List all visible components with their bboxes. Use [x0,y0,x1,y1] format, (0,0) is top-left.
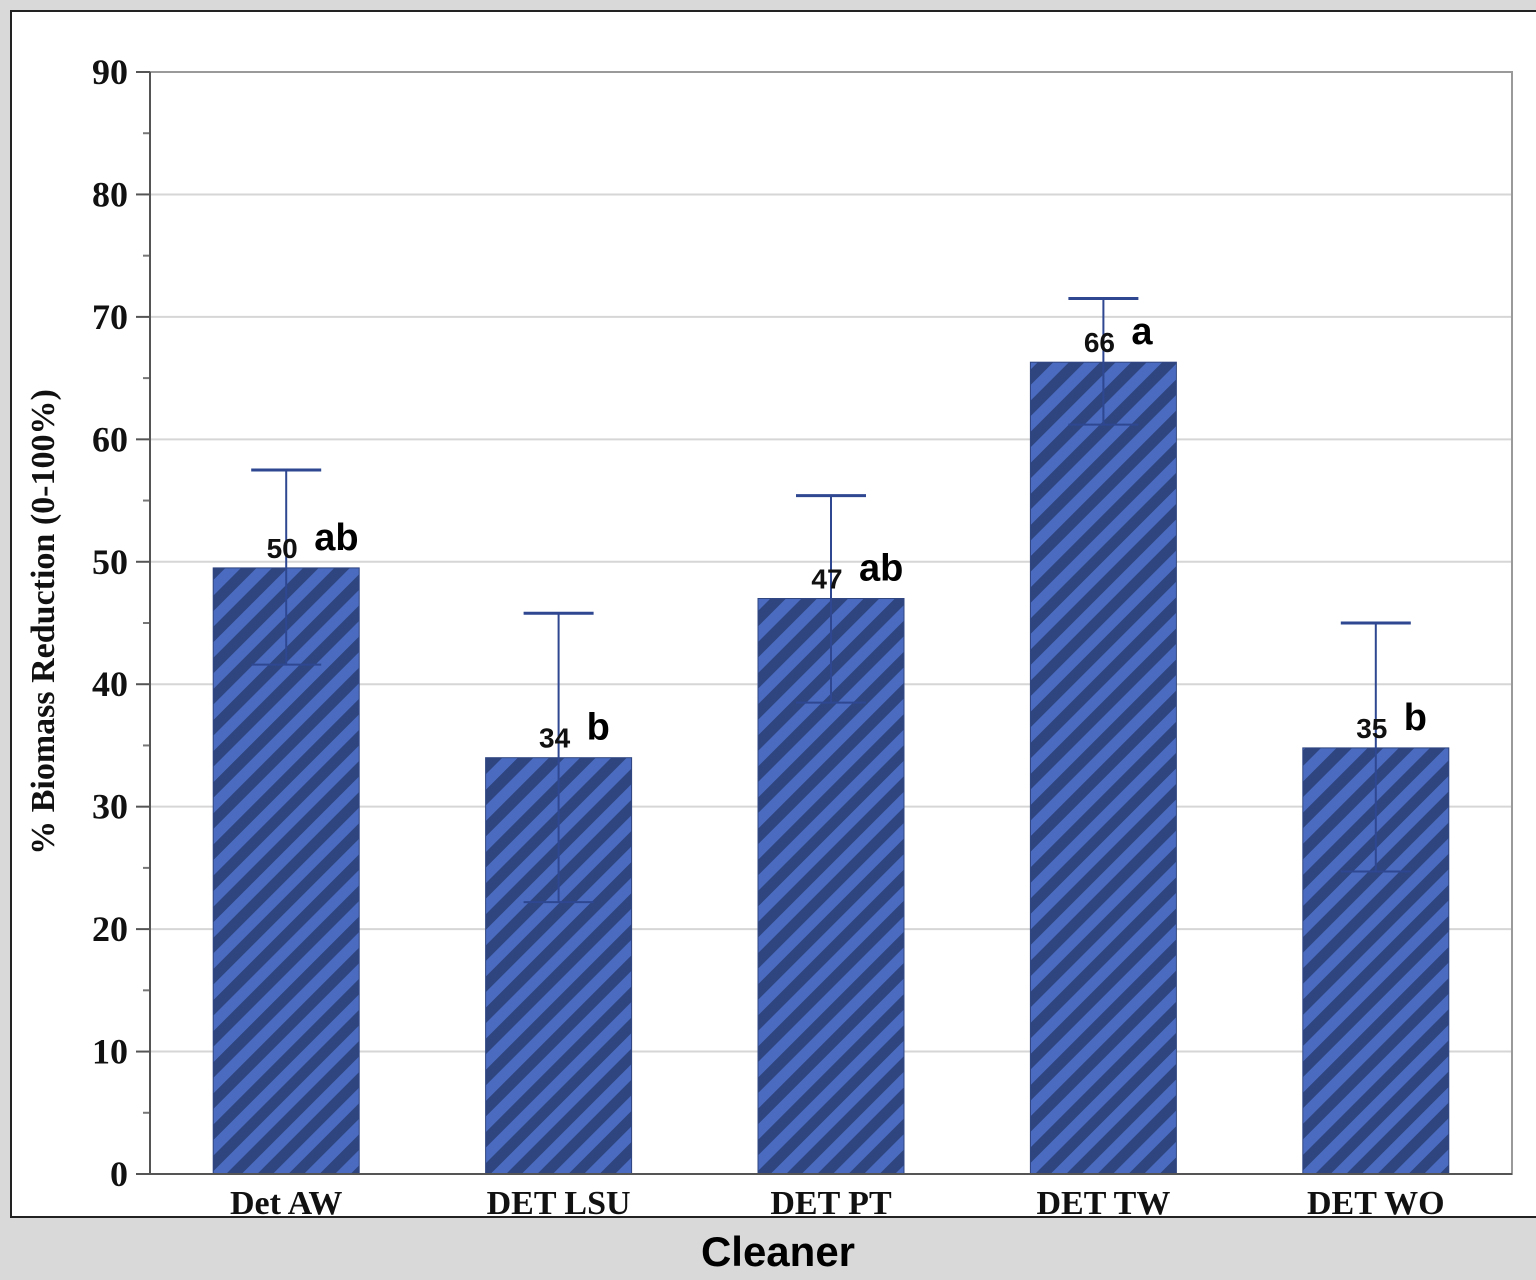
group-letter: a [1131,311,1153,353]
value-label: 50 [267,533,298,564]
x-tick-label: DET WO [1307,1185,1445,1222]
y-tick-label: 40 [92,664,128,704]
y-tick-label: 60 [92,419,128,459]
y-tick-label: 20 [92,909,128,949]
x-tick-label: DET PT [770,1185,892,1222]
x-tick-label: DET TW [1036,1185,1170,1222]
y-tick-label: 80 [92,174,128,214]
data-labels: 50 ab 34 b 47 ab 66 a 35 b [267,311,1427,753]
bar-det-aw [212,567,360,1175]
y-tick-label: 50 [92,542,128,582]
bar-det-tw [1029,361,1177,1175]
group-letter: ab [859,548,903,590]
error-bars [251,297,1411,904]
x-tick-label: Det AW [230,1185,342,1222]
x-axis-title: Cleaner [700,1228,856,1275]
y-tick-label: 10 [92,1032,128,1072]
group-letter: b [1404,697,1427,739]
x-tick-label: DET LSU [487,1185,631,1222]
value-label: 34 [539,723,571,754]
y-tick-label: 70 [92,297,128,337]
group-letter: ab [314,517,358,559]
axes: 0 10 20 30 40 50 60 70 80 90 Det AW DET LSU DET PT DE… [92,52,1512,1222]
y-tick-label: 30 [92,787,128,827]
value-label: 47 [811,564,842,595]
value-label: 66 [1084,327,1115,358]
y-axis-title: % Biomass Reduction (0-100%) [25,389,62,855]
y-tick-label: 90 [92,52,128,92]
y-tick-label: 0 [110,1154,128,1194]
value-label: 35 [1356,713,1387,744]
group-letter: b [587,707,610,749]
